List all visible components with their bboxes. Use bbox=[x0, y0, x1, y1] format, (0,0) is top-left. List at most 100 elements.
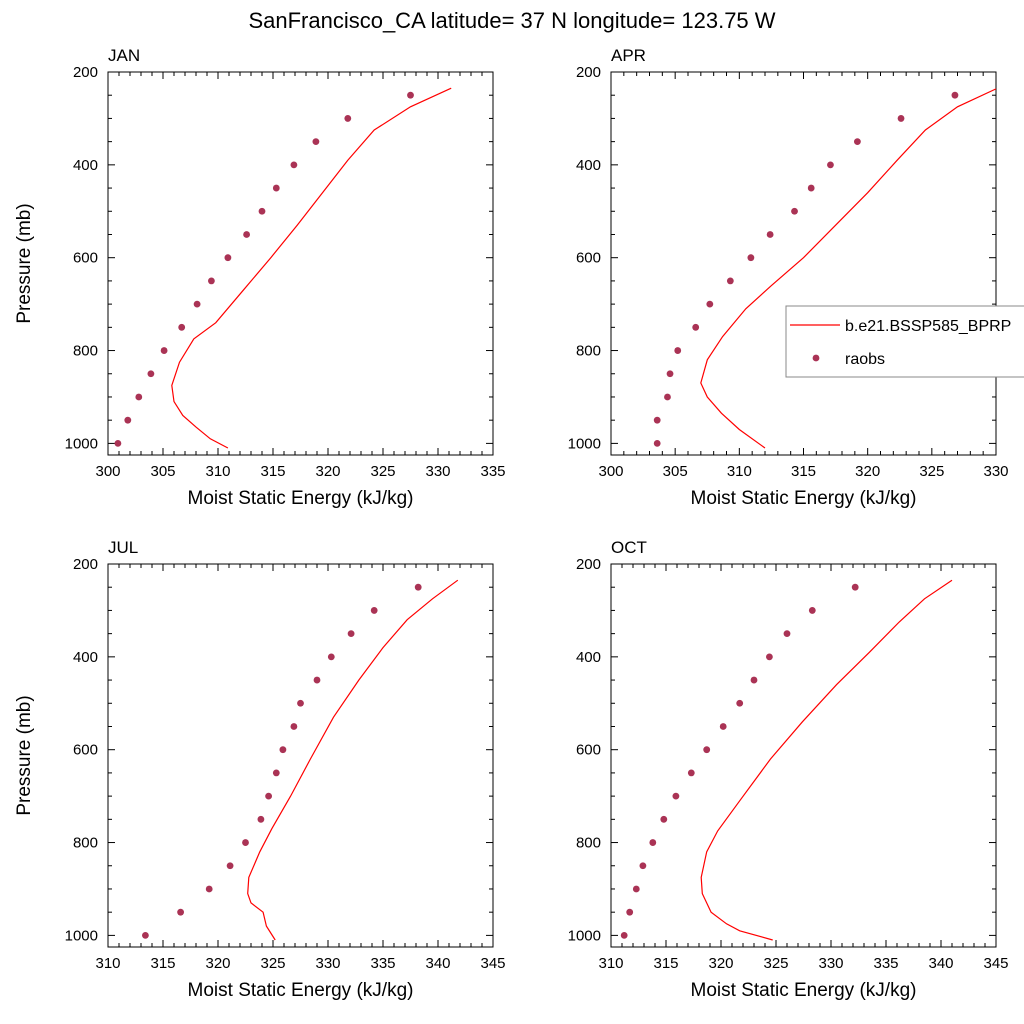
model-profile-line bbox=[247, 579, 459, 941]
x-tick-label: 330 bbox=[983, 463, 1008, 480]
raobs-point bbox=[639, 862, 647, 870]
x-tick-label: 325 bbox=[763, 955, 788, 972]
x-tick-label: 345 bbox=[983, 955, 1008, 972]
raobs-point bbox=[766, 653, 773, 661]
x-tick-label: 330 bbox=[818, 955, 843, 972]
raobs-point bbox=[344, 115, 352, 122]
series-group bbox=[142, 579, 459, 941]
raobs-point bbox=[124, 416, 132, 424]
raobs-point bbox=[703, 746, 711, 754]
panel-title: APR bbox=[611, 46, 646, 65]
x-tick-label: 340 bbox=[425, 955, 450, 972]
raobs-point bbox=[297, 699, 304, 707]
raobs-point bbox=[783, 630, 791, 638]
raobs-point bbox=[807, 184, 815, 192]
y-axis-label: Pressure (mb) bbox=[14, 695, 35, 815]
x-tick-label: 310 bbox=[598, 955, 623, 972]
y-tick-label: 600 bbox=[576, 250, 601, 267]
raobs-point bbox=[649, 839, 657, 846]
y-tick-label: 600 bbox=[73, 742, 98, 759]
raobs-point bbox=[142, 931, 149, 939]
raobs-point bbox=[327, 653, 335, 661]
x-tick-label: 325 bbox=[370, 463, 395, 480]
raobs-point bbox=[660, 815, 668, 823]
raobs-point bbox=[851, 583, 859, 591]
x-tick-label: 320 bbox=[708, 955, 733, 972]
raobs-point bbox=[313, 676, 321, 684]
x-tick-label: 330 bbox=[315, 955, 340, 972]
x-axis-label: Moist Static Energy (kJ/kg) bbox=[188, 980, 414, 1001]
panel-jul: JUL 310 315 320 325 330 335 340 345 200 400 600 800 1… bbox=[14, 538, 506, 1001]
raobs-point bbox=[626, 908, 634, 916]
raobs-point bbox=[407, 91, 414, 99]
x-axis-label: Moist Static Energy (kJ/kg) bbox=[188, 488, 414, 509]
x-tick-label: 320 bbox=[855, 463, 880, 480]
x-tick-label: 340 bbox=[928, 955, 953, 972]
x-tick-label: 315 bbox=[260, 463, 285, 480]
y-tick-label: 800 bbox=[576, 343, 601, 360]
plot-frame bbox=[107, 563, 494, 948]
raobs-point bbox=[719, 723, 727, 730]
raobs-point bbox=[242, 839, 249, 846]
raobs-point bbox=[257, 815, 265, 823]
raobs-point bbox=[766, 231, 774, 238]
panel-apr: APR 300 305 310 315 320 325 330 200 400 600 800 1000… bbox=[568, 46, 1009, 509]
x-tick-label: 330 bbox=[425, 463, 450, 480]
raobs-point bbox=[414, 583, 422, 591]
x-tick-label: 335 bbox=[370, 955, 395, 972]
raobs-point bbox=[224, 254, 232, 262]
x-tick-label: 325 bbox=[919, 463, 944, 480]
x-tick-label: 335 bbox=[873, 955, 898, 972]
raobs-point bbox=[791, 207, 798, 215]
panel-oct: OCT 310 315 320 325 330 335 340 345 200 400 600 800 1… bbox=[568, 538, 1009, 1001]
plot-frame bbox=[610, 563, 997, 948]
raobs-point bbox=[205, 885, 213, 893]
series-group bbox=[114, 87, 452, 449]
raobs-point bbox=[279, 746, 287, 754]
y-tick-label: 200 bbox=[576, 556, 601, 573]
raobs-point bbox=[653, 416, 661, 424]
raobs-point bbox=[692, 323, 700, 331]
x-tick-label: 315 bbox=[150, 955, 175, 972]
raobs-point bbox=[808, 607, 816, 614]
y-tick-label: 800 bbox=[73, 835, 98, 852]
x-tick-label: 320 bbox=[205, 955, 230, 972]
y-tick-label: 800 bbox=[576, 835, 601, 852]
raobs-point bbox=[370, 607, 378, 614]
legend-dot-swatch bbox=[812, 354, 820, 362]
y-axis-label: Pressure (mb) bbox=[14, 203, 35, 323]
x-tick-label: 335 bbox=[480, 463, 505, 480]
raobs-point bbox=[750, 676, 758, 684]
raobs-point bbox=[347, 630, 355, 638]
raobs-point bbox=[160, 347, 168, 354]
raobs-point bbox=[272, 769, 280, 777]
raobs-point bbox=[706, 300, 714, 308]
raobs-point bbox=[736, 699, 744, 707]
legend-line-label: b.e21.BSSP585_BPRP bbox=[845, 318, 1011, 335]
raobs-point bbox=[178, 323, 186, 331]
raobs-point bbox=[312, 138, 320, 146]
x-tick-label: 305 bbox=[663, 463, 688, 480]
x-tick-label: 315 bbox=[791, 463, 816, 480]
raobs-point bbox=[632, 885, 640, 893]
raobs-point bbox=[290, 161, 298, 169]
plot-frame bbox=[107, 71, 494, 456]
legend-dot-label: raobs bbox=[845, 351, 885, 368]
raobs-point bbox=[897, 115, 905, 122]
x-tick-label: 300 bbox=[95, 463, 120, 480]
raobs-point bbox=[208, 277, 215, 285]
raobs-point bbox=[687, 769, 695, 777]
raobs-point bbox=[827, 161, 834, 169]
y-tick-label: 400 bbox=[576, 649, 601, 666]
raobs-point bbox=[226, 862, 234, 870]
legend-box bbox=[785, 305, 1024, 378]
panel-title: JUL bbox=[108, 538, 138, 557]
y-tick-label: 1000 bbox=[65, 435, 98, 452]
raobs-point bbox=[177, 908, 185, 916]
figure-title: SanFrancisco_CA latitude= 37 N longitude… bbox=[248, 8, 775, 33]
x-tick-label: 300 bbox=[598, 463, 623, 480]
y-tick-label: 1000 bbox=[568, 927, 601, 944]
raobs-point bbox=[290, 723, 298, 730]
